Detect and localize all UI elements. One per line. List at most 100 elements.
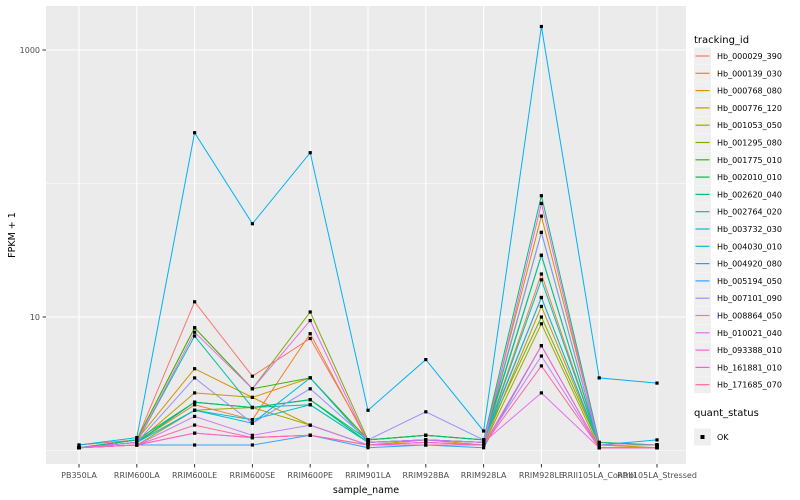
- data-point: [308, 398, 312, 402]
- y-axis-title: FPKM + 1: [7, 212, 18, 258]
- data-point: [308, 387, 312, 391]
- legend-label: Hb_004030_010: [717, 242, 782, 251]
- legend-label: Hb_161881_010: [717, 363, 782, 372]
- x-tick-label: RRIM600SE: [230, 471, 276, 480]
- data-point: [424, 438, 428, 442]
- legend-label: Hb_001053_050: [717, 121, 782, 130]
- data-point: [193, 131, 197, 135]
- data-point: [539, 295, 543, 300]
- data-point: [308, 319, 312, 323]
- quant-status-square-icon: [700, 435, 705, 439]
- data-point: [424, 443, 428, 447]
- legend-label: Hb_002620_040: [717, 190, 782, 199]
- data-point: [482, 438, 486, 442]
- data-point: [539, 24, 543, 29]
- series-points: [77, 24, 659, 450]
- legend-label: Hb_005194_050: [717, 277, 782, 286]
- data-point: [482, 446, 486, 450]
- data-point: [539, 201, 543, 205]
- legend-quant-status-entries: OK: [694, 428, 729, 446]
- data-point: [366, 446, 370, 450]
- data-point: [250, 387, 254, 391]
- axis-tick-labels: PB350LA RRIM600LA RRIM600LE RRIM600SE RRIM60…: [20, 46, 697, 480]
- data-point: [250, 395, 254, 399]
- data-point: [250, 405, 254, 410]
- data-point: [193, 300, 197, 304]
- x-tick-label: RRIM600LE: [172, 471, 217, 480]
- data-point: [250, 418, 254, 422]
- data-point: [193, 367, 197, 371]
- data-point: [193, 408, 197, 412]
- data-point: [250, 436, 254, 440]
- data-point: [193, 403, 197, 407]
- data-point: [193, 400, 197, 404]
- data-point: [193, 391, 197, 395]
- legend-label: Hb_000139_030: [717, 69, 782, 78]
- data-point: [308, 376, 312, 380]
- data-point: [308, 433, 312, 437]
- data-point: [597, 443, 601, 447]
- data-point: [539, 391, 543, 395]
- data-point: [308, 310, 312, 314]
- data-point: [77, 443, 81, 447]
- data-point: [193, 414, 197, 418]
- legend-label: Hb_093388_010: [717, 346, 782, 355]
- legend-label: Hb_171685_070: [717, 381, 782, 390]
- data-point: [366, 443, 370, 447]
- data-point: [539, 364, 543, 368]
- data-point: [250, 433, 254, 437]
- data-point: [193, 330, 197, 334]
- legend-label: Hb_003732_030: [717, 225, 782, 234]
- data-point: [250, 443, 254, 447]
- data-point: [482, 440, 486, 444]
- data-point: [655, 438, 659, 442]
- legend-label: Hb_008864_050: [717, 312, 782, 321]
- data-point: [424, 410, 428, 414]
- data-point: [424, 433, 428, 437]
- data-point: [539, 322, 543, 326]
- data-point: [597, 376, 601, 380]
- data-point: [308, 423, 312, 427]
- data-point: [135, 443, 139, 447]
- y-tick-label: 10: [30, 313, 40, 322]
- x-tick-label: RRIM928LA: [461, 471, 507, 480]
- data-point: [539, 354, 543, 358]
- x-axis-title: sample_name: [333, 485, 399, 496]
- legend-label: Hb_004920_080: [717, 260, 782, 269]
- data-point: [308, 403, 312, 407]
- x-tick-label: PB350LA: [61, 471, 97, 480]
- data-point: [539, 230, 543, 234]
- data-point: [539, 214, 543, 218]
- legend-tracking-id-entries: Hb_000029_390 Hb_000139_030 Hb_000768_080 H…: [694, 47, 782, 394]
- plot-panel: [46, 6, 686, 464]
- data-point: [655, 446, 659, 450]
- legend-label: Hb_002010_010: [717, 173, 782, 182]
- data-point: [366, 438, 370, 442]
- legend-label: Hb_000029_390: [717, 52, 782, 61]
- data-point: [250, 421, 254, 425]
- data-point: [539, 304, 543, 308]
- data-point: [655, 381, 659, 385]
- data-point: [539, 194, 543, 198]
- data-point: [597, 440, 601, 444]
- gridlines: [46, 6, 686, 464]
- legend-label: Hb_002764_020: [717, 208, 782, 217]
- data-point: [482, 429, 486, 433]
- legend-label: OK: [717, 433, 729, 442]
- data-point: [193, 376, 197, 380]
- data-point: [193, 431, 197, 435]
- data-point: [539, 315, 543, 319]
- data-point: [193, 334, 197, 338]
- data-point: [77, 446, 81, 450]
- legend-title-tracking-id: tracking_id: [694, 35, 749, 46]
- data-point: [250, 222, 254, 226]
- legend-title-quant-status: quant_status: [694, 408, 759, 419]
- data-point: [424, 358, 428, 362]
- data-point: [193, 326, 197, 330]
- legend-label: Hb_000768_080: [717, 87, 782, 96]
- legend-label: Hb_010021_040: [717, 329, 782, 338]
- legend-label: Hb_001775_010: [717, 156, 782, 165]
- data-point: [424, 440, 428, 444]
